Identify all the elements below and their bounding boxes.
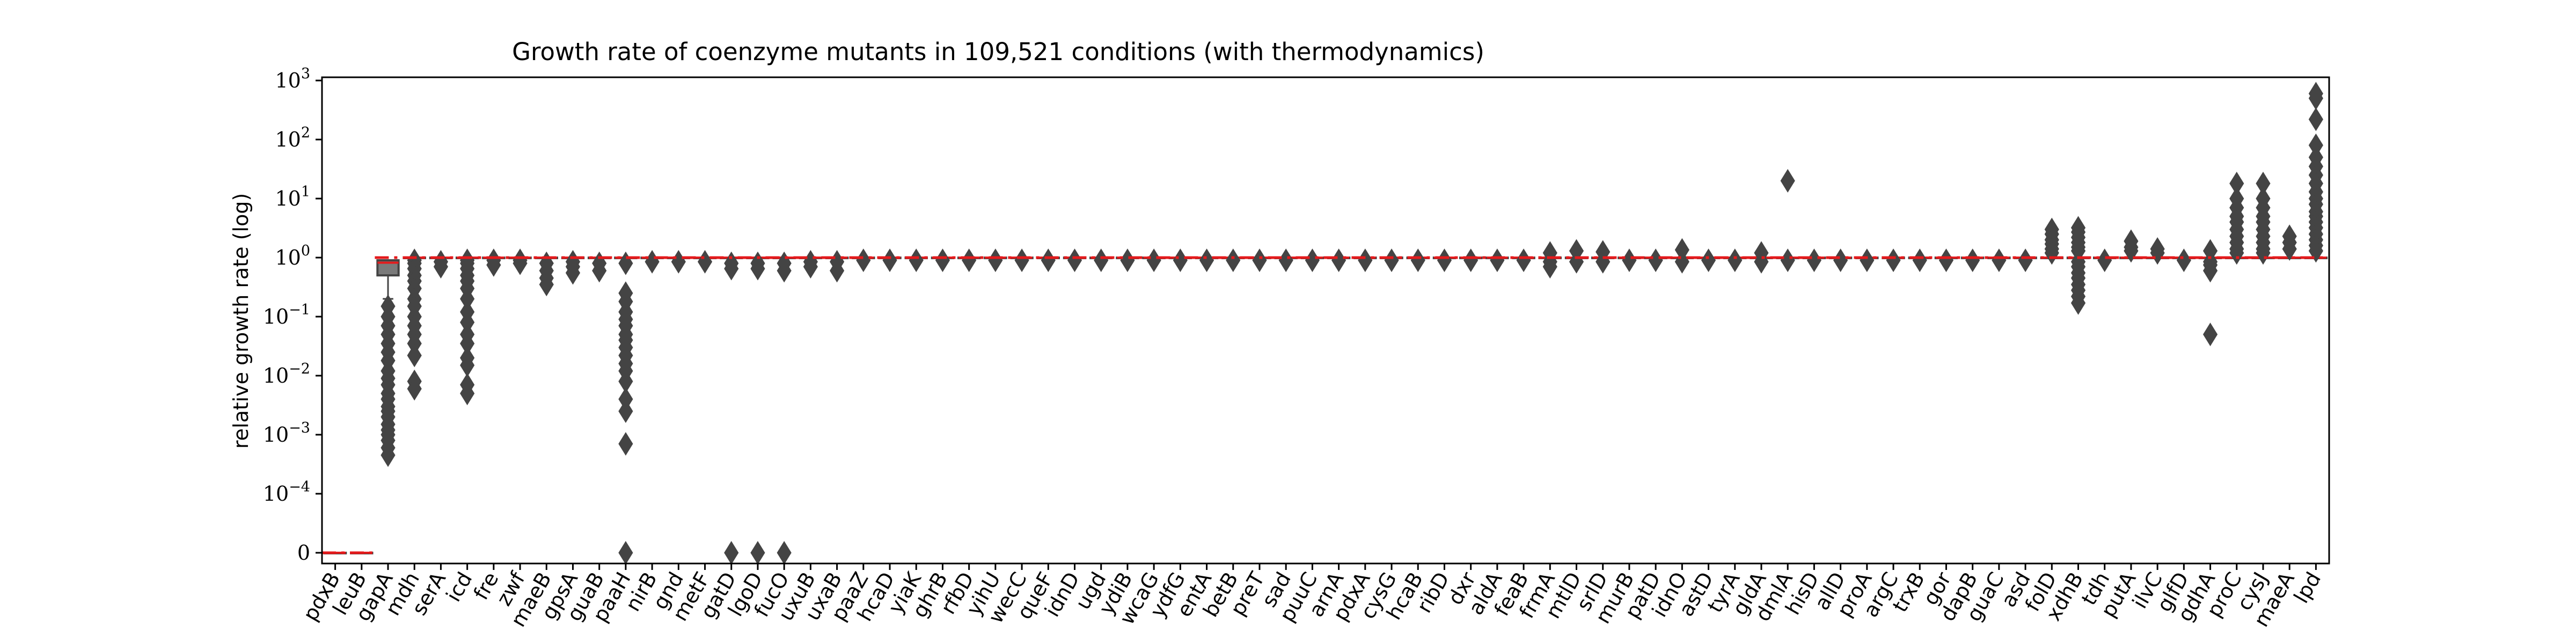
y-tick-label: 10−3 [263,420,310,447]
outlier-point [618,399,633,423]
outlier-point [460,382,475,406]
outlier-point [1014,248,1029,272]
outlier-point [750,541,765,565]
outlier-point [1728,248,1743,272]
outlier-point [1146,248,1161,272]
outlier-point [1806,248,1821,272]
outlier-point [1622,248,1637,272]
outlier-point [2044,241,2059,265]
y-tick-label: 10−1 [263,302,310,328]
outlier-point [909,248,924,272]
outlier-point [618,251,633,275]
outlier-point [1094,248,1109,272]
y-axis: 0 10−4 10−3 10−2 10−1 100 101 102 103 [263,65,322,565]
chart-title: Growth rate of coenzyme mutants in 109,5… [512,38,1484,66]
plot-frame [321,76,2330,565]
outlier-point [645,250,660,274]
outlier-point [671,250,686,274]
outlier-point [1912,248,1927,272]
outlier-point [2150,241,2165,265]
outlier-point [2229,241,2244,265]
outlier-point [1490,248,1505,272]
outlier-point [1278,248,1293,272]
outlier-point [2282,237,2297,261]
outlier-point [2308,239,2323,263]
outlier-point [1226,248,1241,272]
outlier-point [1199,248,1214,272]
outlier-point [1410,248,1425,272]
outlier-point [1780,169,1795,193]
outlier-point [618,432,633,456]
outlier-point [1542,255,1557,279]
outlier-point [1305,248,1320,272]
outlier-point [539,273,554,297]
outlier-point [380,443,396,467]
outlier-point [697,250,713,274]
outlier-point [1701,248,1716,272]
y-tick-label: 0 [297,541,310,565]
outlier-point [935,248,950,272]
outlier-point [988,248,1003,272]
outlier-point [1516,248,1531,272]
y-tick-label: 103 [275,65,310,92]
y-tick-label: 100 [275,243,310,269]
outlier-point [1860,248,1875,272]
outlier-point [2308,107,2323,131]
outlier-point [2176,248,2191,272]
y-tick-label: 10−2 [263,361,310,387]
outliers [380,82,2323,565]
outlier-point [1965,248,1980,272]
outlier-point [724,541,739,565]
outlier-point [1173,248,1188,272]
outlier-point [407,343,422,368]
outlier-point [2018,248,2033,272]
y-tick-label: 102 [275,125,310,151]
x-tick-label-lpd: lpd [2289,568,2326,608]
y-tick-label: 101 [275,184,310,210]
x-axis: pdxBleuBgapAmdhserAicdfrezwfmaeBgpsAguaB… [298,564,2325,631]
outlier-point [2097,248,2112,272]
outlier-point [2202,259,2218,283]
outlier-point [513,251,528,275]
outlier-point [1886,248,1901,272]
outlier-point [1041,248,1056,272]
outlier-point [1463,248,1479,272]
outlier-point [1780,248,1795,272]
outlier-point [433,255,449,279]
outlier-point [777,259,792,283]
outlier-point [1384,248,1399,272]
y-axis-label: relative growth rate (log) [229,193,253,449]
outlier-point [1120,248,1135,272]
y-tick-label: 10−4 [263,479,310,506]
outlier-point [856,248,871,272]
outlier-point [618,541,633,565]
outlier-point [750,257,765,281]
outlier-point [777,541,792,565]
outlier-point [1648,248,1663,272]
outlier-point [1938,248,1954,272]
outlier-point [565,261,581,285]
outlier-point [1992,248,2007,272]
outlier-point [724,257,739,281]
outlier-point [1252,248,1267,272]
outlier-point [592,259,607,283]
outlier-point [830,259,845,283]
outlier-point [803,255,818,279]
outlier-point [1437,248,1452,272]
outlier-point [2070,291,2086,315]
outlier-point [486,253,501,277]
outlier-point [882,248,897,272]
outlier-point [1674,250,1689,274]
outlier-point [962,248,977,272]
outlier-point [1331,248,1346,272]
outlier-point [1358,248,1373,272]
reference-line-layer [322,256,2329,554]
outlier-point [1067,248,1082,272]
outlier-point [2202,323,2218,347]
outlier-point [1833,248,1848,272]
outlier-point [407,377,422,401]
outlier-point [1754,250,1769,274]
